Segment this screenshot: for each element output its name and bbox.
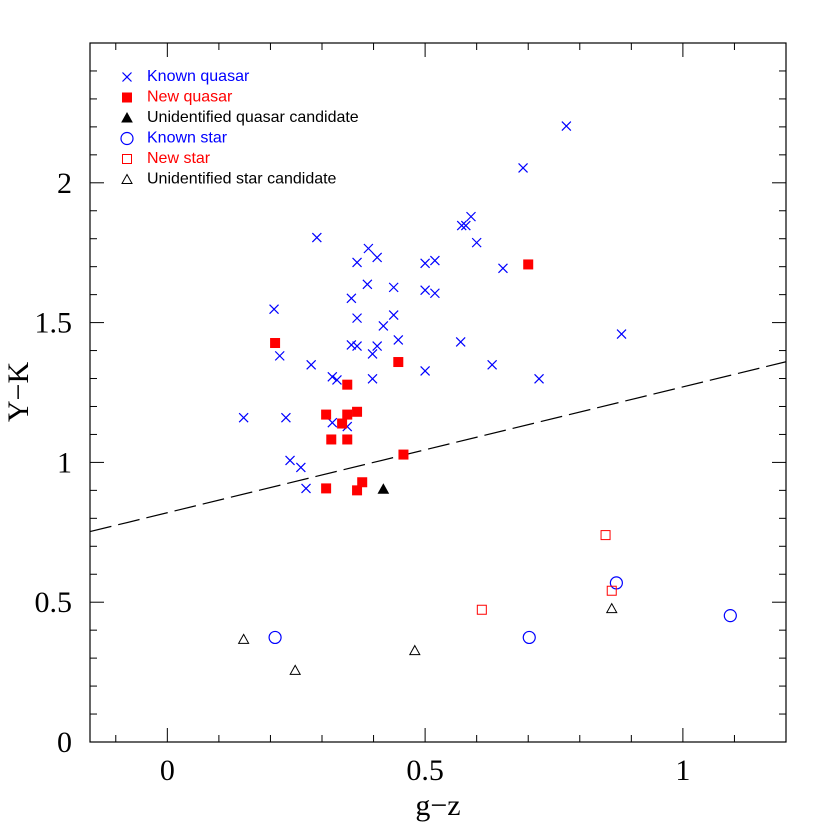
data-point	[342, 434, 353, 445]
data-point	[327, 371, 338, 382]
data-point	[466, 211, 476, 222]
y-tick-label: 1.5	[35, 307, 73, 340]
legend-label: Known star	[147, 130, 228, 147]
data-point	[352, 485, 363, 496]
data-point	[289, 664, 302, 675]
y-tick-label: 1	[57, 446, 72, 479]
data-point	[561, 121, 572, 131]
data-point	[352, 313, 362, 324]
data-point	[327, 417, 338, 428]
data-point	[342, 409, 353, 420]
data-point	[534, 373, 544, 384]
legend-marker	[120, 131, 134, 146]
data-point	[523, 259, 534, 270]
data-point	[357, 477, 368, 488]
data-point	[388, 310, 399, 320]
legend-marker	[122, 72, 132, 82]
data-point	[311, 232, 322, 243]
data-point	[270, 338, 281, 349]
data-point	[346, 293, 357, 304]
data-point	[362, 279, 373, 290]
legend-marker	[121, 111, 133, 123]
data-point	[420, 258, 431, 269]
data-point	[326, 434, 337, 445]
reference-line	[89, 361, 787, 533]
data-point	[378, 321, 389, 331]
y-tick-label: 2	[57, 167, 72, 200]
data-point	[393, 357, 404, 368]
data-point	[471, 237, 482, 248]
legend-label: New quasar	[147, 89, 233, 106]
data-point	[420, 285, 431, 296]
legend-marker	[122, 92, 132, 103]
x-tick-label: 0	[160, 754, 175, 787]
y-tick-label: 0.5	[35, 586, 73, 619]
y-axis-title: Y−K	[2, 362, 35, 423]
data-point	[367, 348, 378, 359]
data-point	[337, 418, 348, 429]
data-point	[301, 483, 311, 494]
data-point	[280, 412, 291, 423]
data-point	[429, 288, 440, 299]
data-point	[377, 483, 390, 494]
legend-marker	[122, 154, 132, 164]
data-point	[522, 630, 536, 645]
data-point	[372, 341, 383, 352]
data-point	[352, 341, 362, 352]
data-point	[321, 483, 332, 494]
data-point	[295, 462, 306, 473]
data-point	[460, 220, 471, 231]
data-point	[363, 243, 374, 254]
legend-label: Unidentified star candidate	[147, 171, 337, 188]
legend-label: New star	[147, 150, 211, 167]
legend-marker	[121, 173, 133, 184]
data-point	[285, 455, 295, 466]
data-point	[306, 359, 317, 370]
data-point	[455, 336, 466, 347]
data-point	[420, 366, 431, 376]
data-point	[372, 252, 383, 263]
data-point	[408, 644, 421, 656]
data-point	[274, 350, 285, 361]
data-point	[605, 602, 618, 614]
data-point	[498, 263, 508, 274]
data-point	[352, 406, 363, 417]
legend-label: Unidentified quasar candidate	[147, 109, 359, 126]
x-axis-title: g−z	[415, 789, 460, 822]
x-tick-label: 0.5	[406, 754, 444, 787]
data-point	[342, 379, 353, 390]
data-point	[388, 282, 399, 293]
data-point	[238, 412, 249, 423]
data-point	[456, 220, 467, 231]
data-point	[332, 374, 342, 385]
data-point	[606, 585, 617, 596]
x-tick-label: 1	[675, 754, 690, 787]
data-point	[429, 255, 440, 266]
plot-frame	[89, 42, 787, 743]
data-point	[321, 409, 332, 420]
data-point	[476, 604, 487, 615]
data-point	[269, 304, 279, 315]
data-point	[487, 359, 498, 370]
data-point	[723, 609, 737, 623]
data-point	[237, 633, 250, 644]
data-point	[600, 530, 611, 541]
legend-label: Known quasar	[147, 68, 250, 85]
data-point	[268, 630, 282, 645]
y-tick-label: 0	[57, 726, 72, 759]
data-point	[616, 329, 627, 339]
data-point	[367, 373, 378, 384]
data-point	[398, 449, 409, 460]
data-point	[518, 163, 528, 173]
data-point	[393, 335, 404, 345]
data-point	[352, 257, 362, 268]
